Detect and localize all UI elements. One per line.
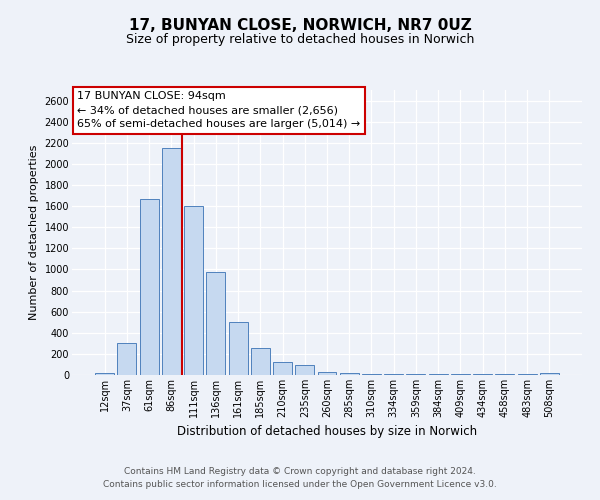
Text: 17, BUNYAN CLOSE, NORWICH, NR7 0UZ: 17, BUNYAN CLOSE, NORWICH, NR7 0UZ: [128, 18, 472, 32]
Bar: [518, 374, 536, 375]
Text: 17 BUNYAN CLOSE: 94sqm
← 34% of detached houses are smaller (2,656)
65% of semi-: 17 BUNYAN CLOSE: 94sqm ← 34% of detached…: [77, 92, 361, 130]
Bar: [384, 374, 403, 375]
Bar: [406, 374, 425, 375]
Bar: [118, 344, 136, 375]
Y-axis label: Number of detached properties: Number of detached properties: [29, 145, 39, 320]
Bar: [340, 374, 359, 375]
Text: Size of property relative to detached houses in Norwich: Size of property relative to detached ho…: [126, 32, 474, 46]
Bar: [317, 372, 337, 375]
Bar: [362, 374, 381, 375]
Bar: [184, 206, 203, 375]
X-axis label: Distribution of detached houses by size in Norwich: Distribution of detached houses by size …: [177, 426, 477, 438]
Text: Contains HM Land Registry data © Crown copyright and database right 2024.
Contai: Contains HM Land Registry data © Crown c…: [103, 468, 497, 489]
Bar: [206, 272, 225, 375]
Bar: [273, 362, 292, 375]
Bar: [429, 374, 448, 375]
Bar: [95, 373, 114, 375]
Bar: [162, 148, 181, 375]
Bar: [540, 374, 559, 375]
Bar: [473, 374, 492, 375]
Bar: [251, 348, 270, 375]
Bar: [496, 374, 514, 375]
Bar: [451, 374, 470, 375]
Bar: [295, 365, 314, 375]
Bar: [140, 198, 158, 375]
Bar: [229, 322, 248, 375]
